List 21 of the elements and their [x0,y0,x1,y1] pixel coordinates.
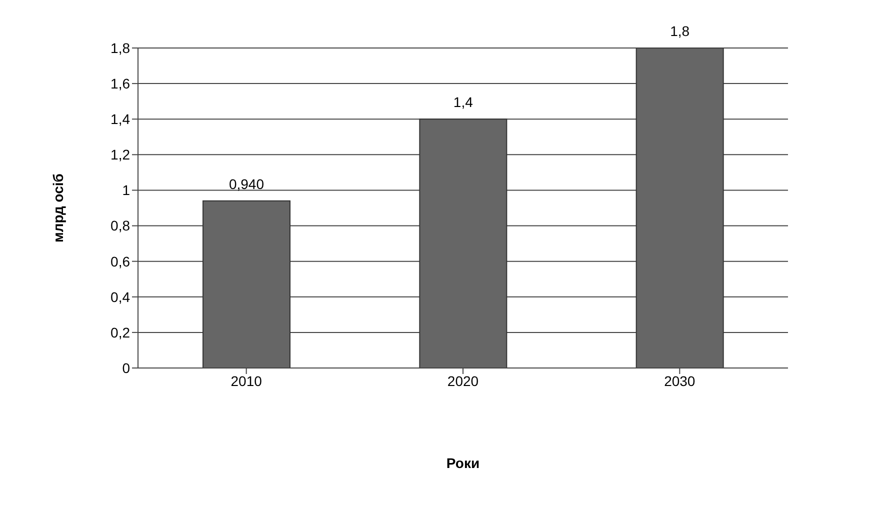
bar [419,118,508,368]
y-tick-label: 0,2 [110,324,130,340]
data-label: 0,940 [228,176,264,192]
y-tick-label: 1,8 [110,40,130,56]
x-tick-label: 2030 [664,372,696,389]
y-tick-label: 0 [122,360,130,376]
y-tick-label: 1 [122,182,130,198]
x-axis-title: Роки [446,455,480,471]
y-tick-label: 1,2 [110,146,130,163]
x-tick-label: 2020 [447,372,479,389]
y-tick-label: 1,4 [110,111,130,128]
bar [636,48,724,368]
y-tick-label: 1,6 [110,76,130,92]
x-tick-label: 2010 [230,372,262,389]
y-tick-label: 0,6 [110,253,130,270]
data-label: 1,4 [453,94,474,110]
y-axis-title: млрд осіб [50,173,66,242]
y-tick-label: 0,8 [110,218,130,234]
data-label: 1,8 [670,23,690,39]
y-tick-label: 0,4 [110,288,130,305]
bar [202,200,290,368]
